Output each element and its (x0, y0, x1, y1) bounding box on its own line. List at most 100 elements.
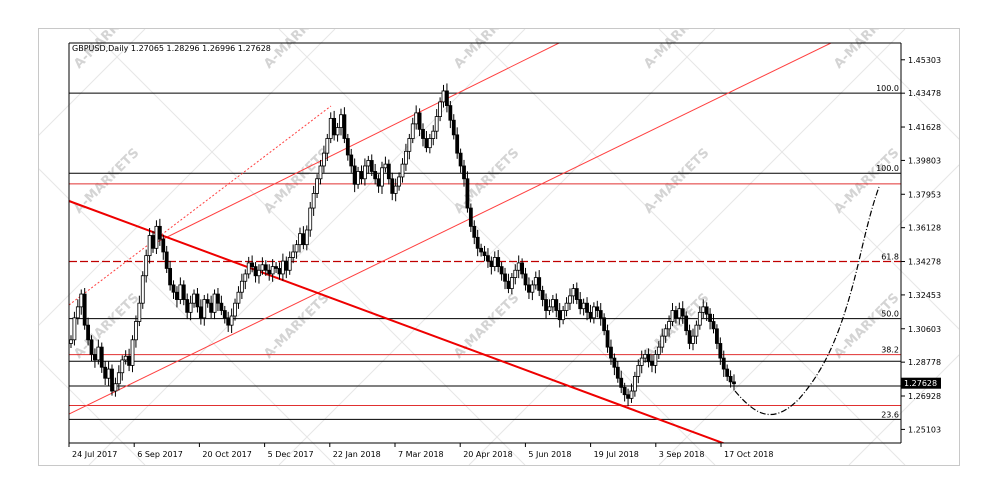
candle-body (421, 128, 425, 139)
candle-body (615, 366, 620, 379)
candle-body (219, 302, 224, 311)
candle-body (728, 375, 733, 383)
candle-body (263, 264, 268, 271)
candle-body (386, 163, 391, 180)
candle-body (708, 313, 712, 322)
candle-body (328, 117, 333, 139)
watermark-text: A-MARKETS (451, 291, 522, 362)
level-label: 38.2 (881, 346, 899, 355)
candle-body (171, 284, 176, 293)
candle-body (715, 328, 719, 344)
candle-body (530, 284, 535, 293)
candle-body (188, 302, 193, 313)
watermark-line (278, 29, 716, 465)
candle-body (304, 229, 309, 246)
candle-body (274, 266, 278, 269)
candle-body (438, 101, 442, 117)
candle-body (222, 310, 227, 319)
trend-line (69, 105, 332, 306)
candle-body (376, 178, 381, 187)
candle-body (86, 324, 90, 341)
symbol-header: GBPUSD,Daily 1.27065 1.28296 1.26996 1.2… (72, 44, 271, 53)
chart-frame: A-MARKETS A-MARKETS A-MARKETS A-MARKETS A-MA… (38, 28, 960, 466)
candle-body (212, 293, 217, 313)
candle-body (694, 324, 699, 337)
candle-body (492, 257, 497, 268)
trend-line (148, 43, 560, 247)
candle-body (144, 255, 149, 277)
candle-body (523, 273, 528, 286)
candle-body (646, 354, 651, 363)
watermark-layer: A-MARKETS A-MARKETS A-MARKETS A-MARKETS A-MA… (39, 29, 959, 465)
candle-body (554, 299, 559, 311)
candle-body (178, 284, 183, 300)
candle-body (96, 346, 101, 361)
candle-body (653, 354, 658, 366)
candle-body (202, 299, 207, 319)
candle-body (233, 302, 237, 317)
candle-body (670, 310, 675, 322)
candle-body (287, 257, 292, 271)
candle-body (390, 178, 395, 194)
candle-body (632, 375, 637, 392)
candle-body (684, 315, 689, 332)
candle-body (311, 193, 316, 209)
candle-body (110, 368, 114, 392)
candle-body (622, 386, 627, 396)
candle-body (537, 277, 542, 291)
watermark-text: A-MARKETS (831, 29, 902, 72)
level-label: 61.8 (881, 253, 899, 262)
candle-body (609, 346, 613, 359)
candle-body (595, 306, 600, 311)
candle-body (598, 310, 603, 319)
y-tick-label: 1.32453 (908, 291, 941, 300)
watermark-text: A-MARKETS (261, 29, 332, 72)
candle-body (410, 123, 415, 139)
candle-body (667, 321, 671, 330)
y-tick-label: 1.26928 (908, 392, 941, 401)
candle-body (414, 112, 419, 125)
candle-body (164, 251, 169, 269)
candle-body (147, 235, 152, 257)
candle-body (198, 306, 203, 319)
candle-body (397, 176, 401, 187)
candle-body (277, 268, 282, 275)
x-tick-label: 6 Sep 2017 (137, 450, 183, 459)
candle-body (356, 171, 360, 185)
watermark-text: A-MARKETS (261, 291, 332, 362)
candle-body (472, 225, 477, 238)
candle-body (332, 117, 337, 136)
candle-body (687, 330, 692, 344)
candle-body (75, 306, 80, 319)
candle-body (547, 306, 552, 311)
candle-body (544, 299, 548, 311)
candle-body (400, 163, 405, 178)
candle-body (475, 236, 480, 249)
candle-body (557, 310, 562, 321)
candle-body (243, 273, 248, 282)
candle-body (732, 381, 736, 385)
candle-body (342, 114, 347, 139)
watermark-line (39, 29, 336, 326)
x-tick-label: 22 Jan 2018 (333, 450, 381, 459)
candle-body (704, 306, 709, 315)
watermark-line (848, 354, 959, 465)
candle-body (656, 346, 661, 355)
candle-body (721, 357, 726, 370)
level-label: 100.0 (876, 164, 899, 173)
watermark-text: A-MARKETS (831, 146, 902, 217)
y-tick-label: 1.37953 (908, 190, 941, 199)
candle-body (226, 317, 231, 326)
y-tick-label: 1.36128 (908, 224, 941, 233)
y-tick-label: 1.41628 (908, 123, 941, 132)
candle-body (192, 293, 196, 304)
y-tick-label: 1.25103 (908, 425, 941, 434)
candle-body (383, 163, 388, 169)
candle-body (134, 321, 138, 341)
candle-body (257, 269, 261, 277)
projection-path (734, 186, 880, 416)
candle-body (195, 293, 200, 308)
y-tick-label: 1.39803 (908, 156, 941, 165)
candle-body (349, 154, 354, 167)
x-tick-label: 5 Dec 2017 (268, 450, 314, 459)
